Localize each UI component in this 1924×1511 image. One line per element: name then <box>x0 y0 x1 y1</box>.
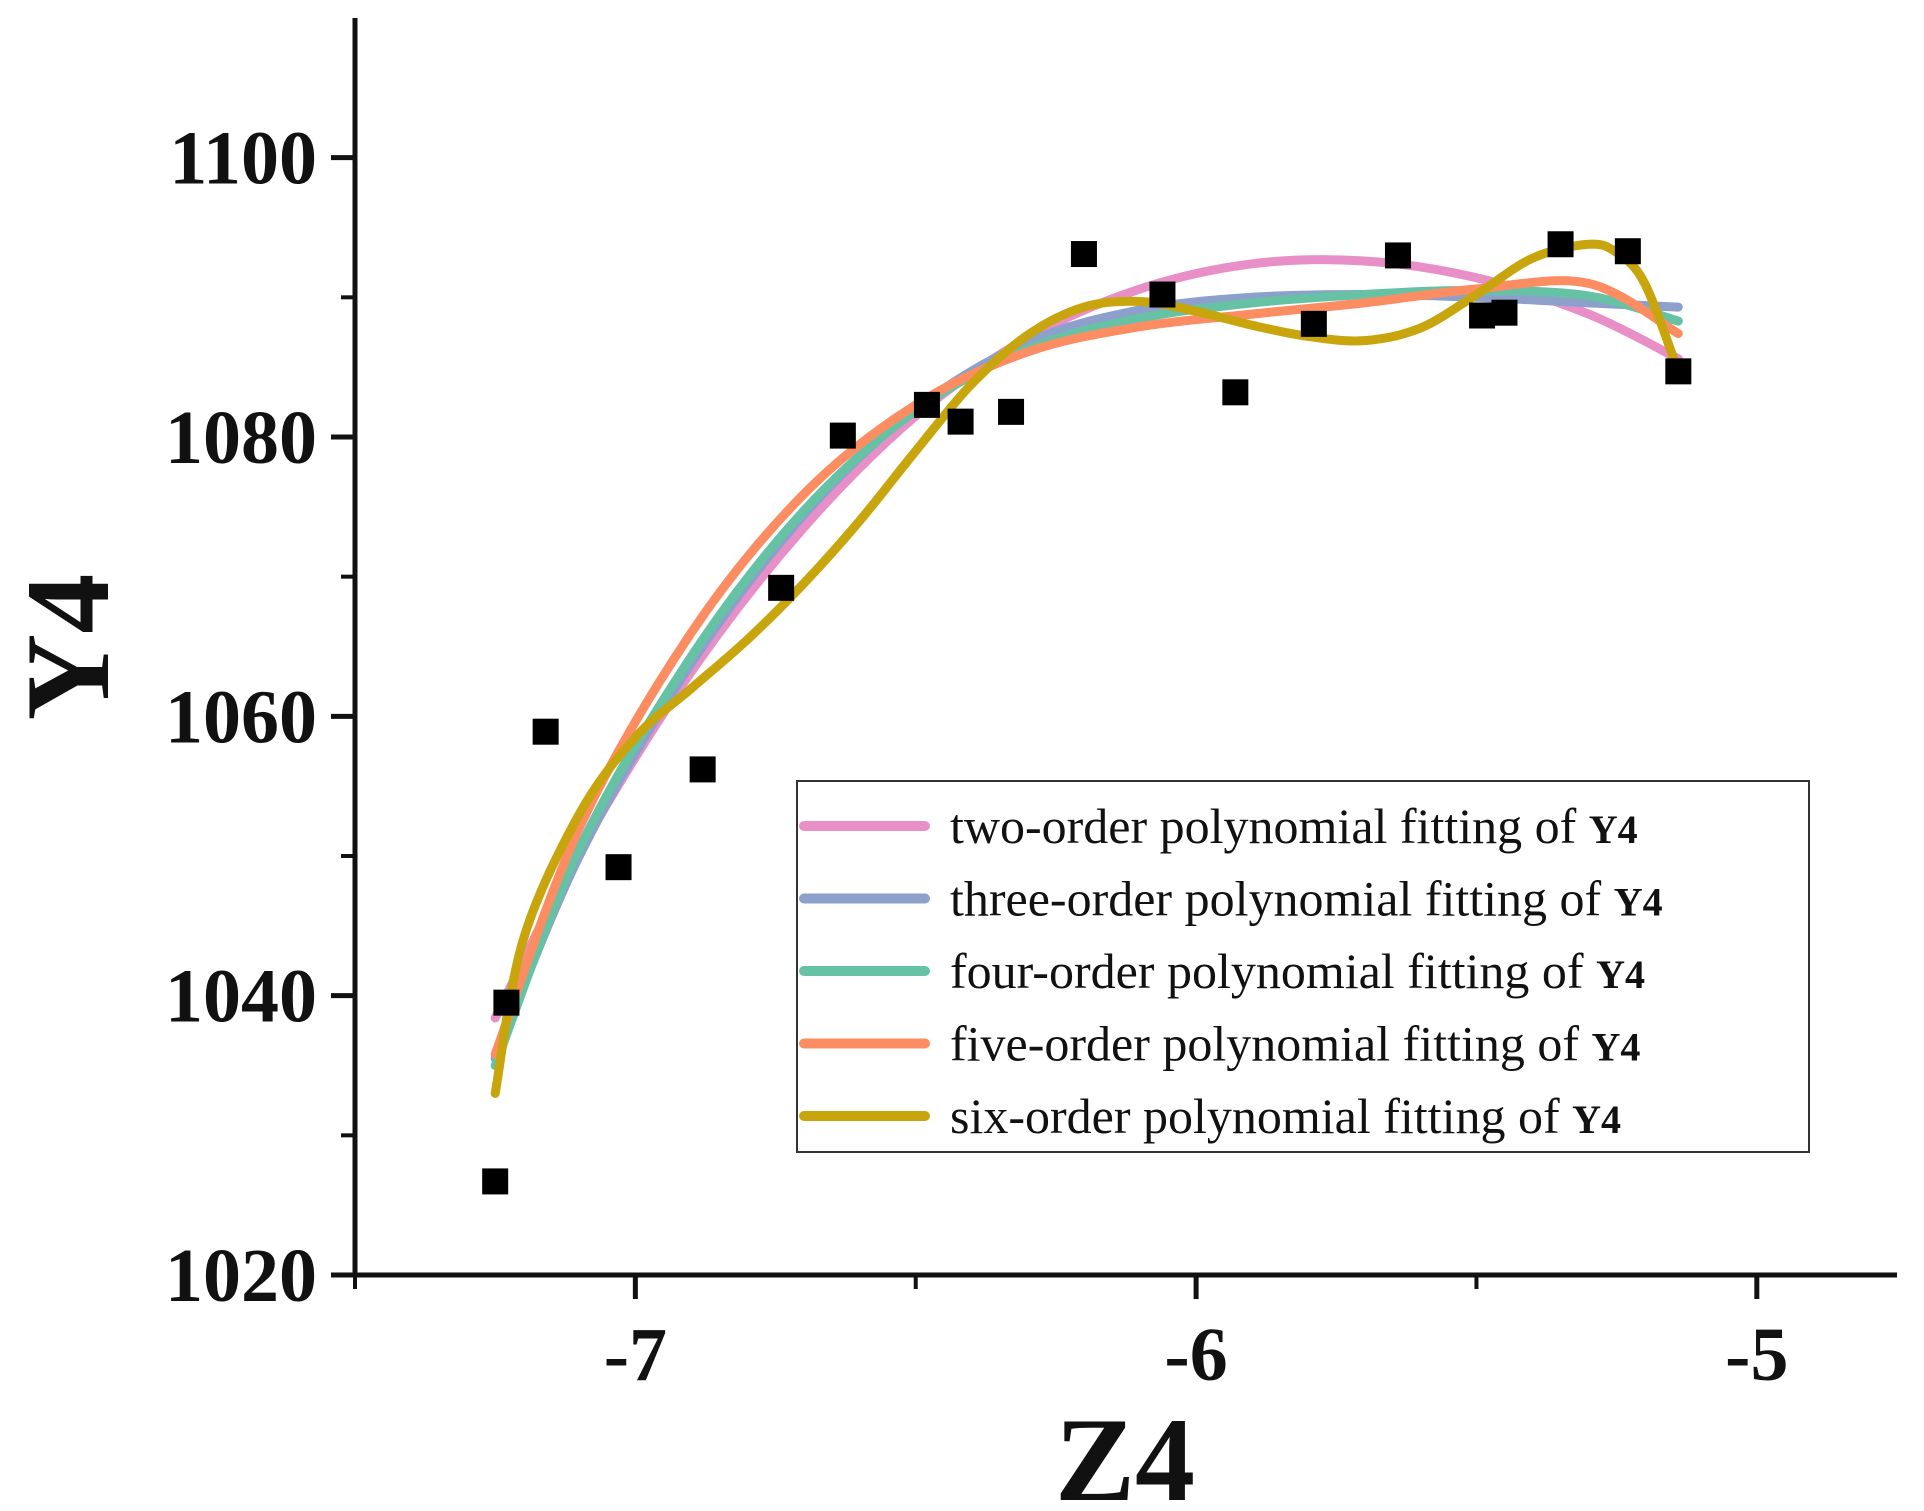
data-point <box>1070 241 1097 268</box>
y-tick-label: 1060 <box>165 675 317 759</box>
data-point <box>1222 379 1249 406</box>
legend-label: three-order polynomial fitting of Y4 <box>950 871 1663 927</box>
x-tick-label: -7 <box>604 1313 667 1397</box>
legend-label: four-order polynomial fitting of Y4 <box>950 943 1645 999</box>
data-point <box>1469 302 1496 329</box>
data-point <box>1300 310 1327 337</box>
legend-box <box>796 780 1810 1153</box>
x-ticks: -7 -6 -5 <box>353 1275 1788 1397</box>
data-point <box>482 1168 509 1195</box>
y-ticks: 1020 1040 1060 1080 1100 <box>165 117 355 1318</box>
data-point <box>605 854 632 881</box>
data-point <box>1149 281 1176 308</box>
axes <box>352 18 1897 1278</box>
data-point <box>998 398 1025 425</box>
legend-label: five-order polynomial fitting of Y4 <box>950 1016 1640 1072</box>
legend[interactable]: two-order polynomial fitting of Y4 three-… <box>796 780 1810 1153</box>
y-axis-title: Y4 <box>1 574 134 721</box>
fit-curve-6-order <box>490 239 1683 1098</box>
data-point <box>493 989 520 1016</box>
data-point <box>689 756 716 783</box>
y-tick-label: 1040 <box>165 955 317 1039</box>
y-tick-label: 1100 <box>169 117 317 201</box>
data-point <box>1384 242 1411 269</box>
fit-curves <box>490 239 1683 1098</box>
legend-label: six-order polynomial fitting of Y4 <box>950 1088 1621 1144</box>
data-point <box>1547 231 1574 258</box>
data-point <box>913 391 940 418</box>
legend-entry[interactable]: six-order polynomial fitting of Y4 <box>799 1088 1621 1144</box>
legend-entry[interactable]: two-order polynomial fitting of Y4 <box>799 798 1638 854</box>
data-point <box>1491 299 1518 326</box>
legend-label: two-order polynomial fitting of Y4 <box>950 798 1638 854</box>
data-point <box>829 422 856 449</box>
data-points <box>482 231 1692 1195</box>
y-tick-label: 1080 <box>165 396 317 480</box>
data-point <box>532 718 559 745</box>
x-tick-label: -5 <box>1725 1313 1788 1397</box>
legend-items: two-order polynomial fitting of Y4 three-… <box>799 798 1663 1144</box>
y-tick-label: 1020 <box>165 1234 317 1318</box>
x-tick-label: -6 <box>1164 1313 1227 1397</box>
legend-entry[interactable]: four-order polynomial fitting of Y4 <box>799 943 1645 999</box>
data-point <box>1614 238 1641 265</box>
legend-entry[interactable]: three-order polynomial fitting of Y4 <box>799 871 1663 927</box>
x-axis-title: Z4 <box>1055 1393 1195 1511</box>
fit-curve-5-order <box>490 276 1683 1059</box>
legend-entry[interactable]: five-order polynomial fitting of Y4 <box>799 1016 1640 1072</box>
data-point <box>768 574 795 601</box>
data-point <box>947 408 974 435</box>
data-point <box>1665 358 1692 385</box>
